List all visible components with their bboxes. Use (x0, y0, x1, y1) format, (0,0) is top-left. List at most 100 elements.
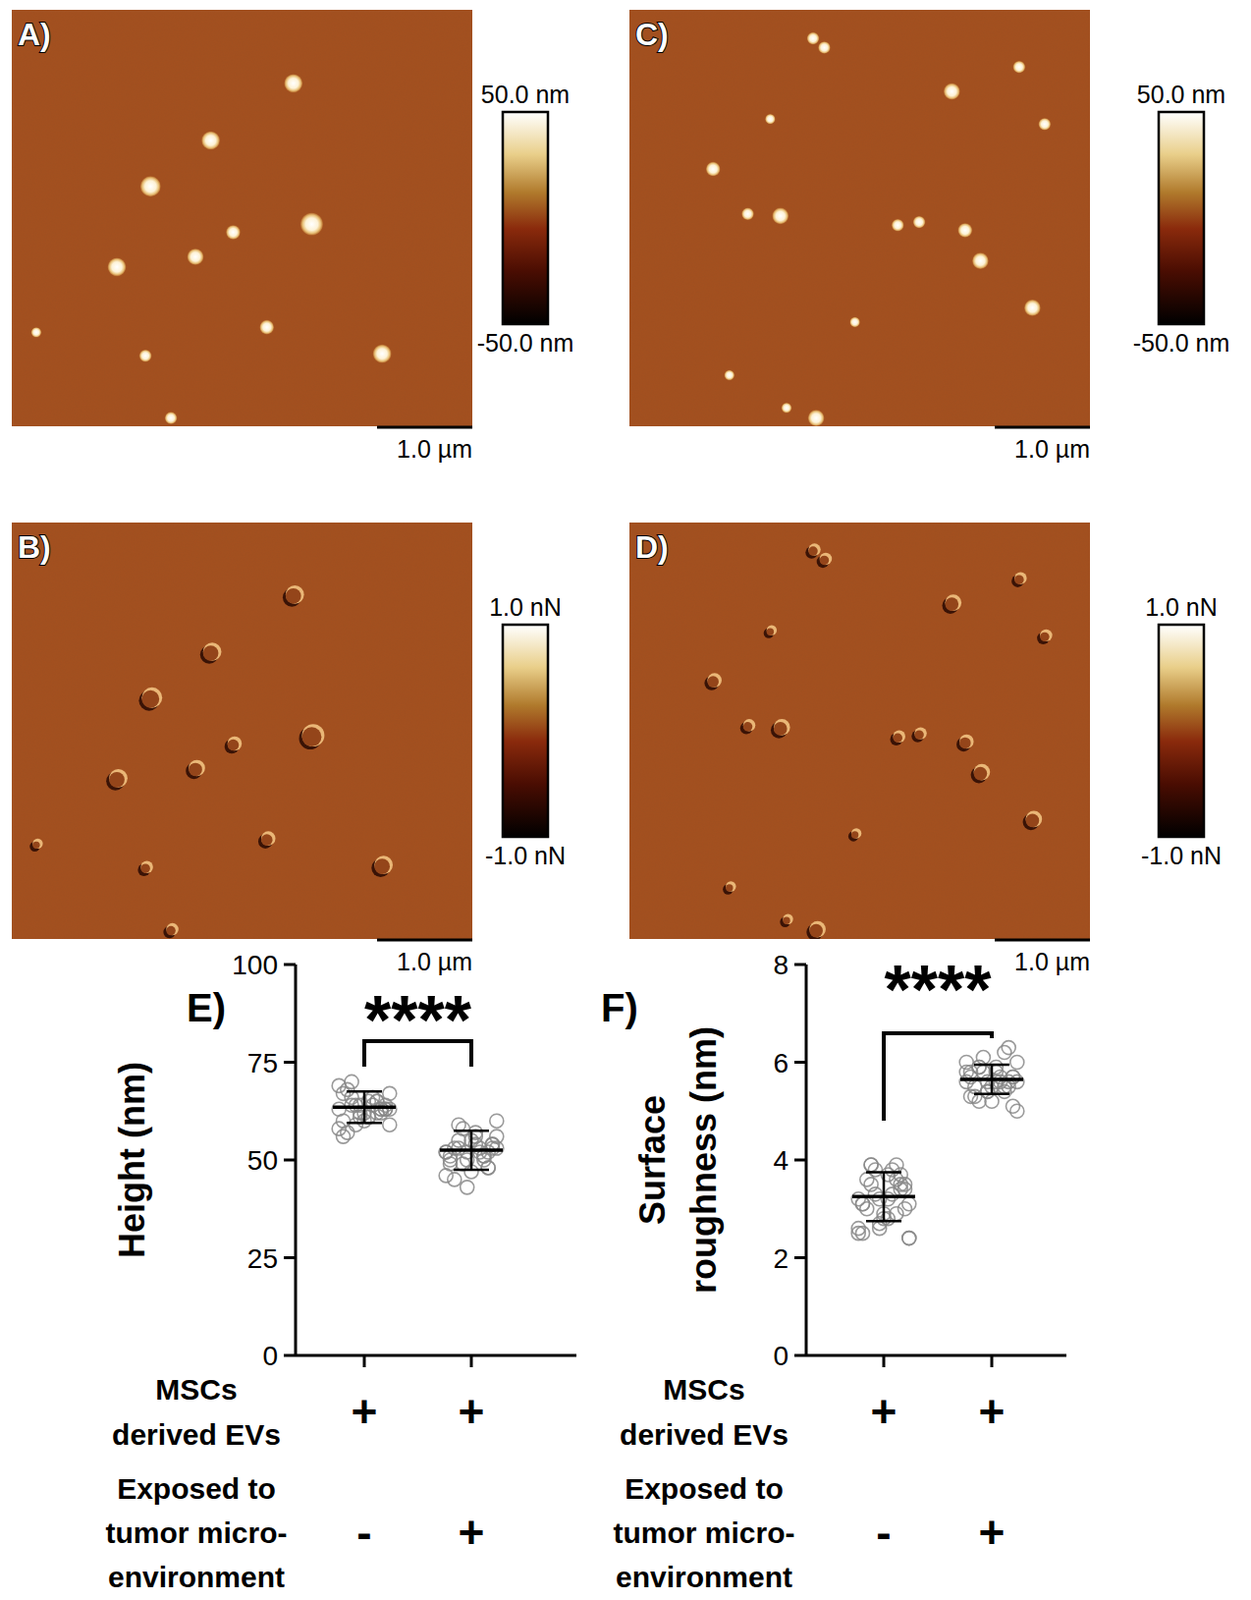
particle-light (893, 729, 906, 742)
sd-bar (363, 1090, 367, 1123)
y-tick (794, 1354, 807, 1358)
particle-light (959, 734, 975, 750)
colorbar-min: -1.0 nN (1141, 841, 1222, 870)
data-point (438, 1168, 453, 1183)
category-sign: + (458, 1385, 486, 1437)
colorbar (1158, 111, 1204, 325)
particle-light (766, 624, 777, 635)
particle (771, 208, 789, 225)
category-sign: + (979, 1506, 1006, 1558)
x-tick (470, 1355, 474, 1367)
image-ground (629, 9, 1090, 427)
particle (849, 317, 860, 327)
particle (781, 402, 792, 413)
data-point (473, 1144, 488, 1159)
particle-light (374, 855, 393, 874)
particle-shadow (106, 771, 125, 791)
particle (203, 645, 219, 661)
y-tick (283, 1354, 296, 1358)
x-tick (990, 1355, 994, 1367)
particle (706, 162, 721, 177)
sd-cap (866, 1219, 902, 1223)
afm-image (11, 522, 473, 939)
particle (707, 675, 719, 688)
data-point (1001, 1079, 1016, 1093)
particle (283, 73, 303, 93)
y-axis-title: roughness (nm) (683, 1026, 724, 1294)
significance-bracket (883, 1033, 992, 1121)
particle (164, 411, 177, 424)
particle (782, 917, 790, 925)
sd-cap (346, 1121, 382, 1125)
scale-bar-label: 1.0 µm (1014, 947, 1090, 976)
data-point (374, 1101, 388, 1116)
row-label: Exposed to (624, 1471, 784, 1505)
sd-bar (990, 1064, 994, 1094)
data-point (438, 1144, 453, 1159)
colorbar (502, 624, 548, 837)
particle-light (945, 594, 963, 611)
data-point (344, 1074, 359, 1088)
afm-image (629, 522, 1090, 939)
particle-light (782, 914, 793, 925)
y-tick (283, 1060, 296, 1064)
sd-cap (453, 1129, 490, 1133)
y-tick (794, 1060, 807, 1064)
particle-light (773, 718, 791, 736)
data-point (447, 1172, 462, 1187)
particle (1039, 632, 1049, 642)
row-label: derived EVs (619, 1417, 789, 1451)
particle-shadow (137, 863, 150, 875)
afm-image (11, 9, 473, 427)
data-point (331, 1121, 346, 1136)
data-point (1010, 1103, 1025, 1118)
scale-bar-label: 1.0 µm (396, 435, 473, 463)
particle (261, 833, 273, 846)
image-ground (11, 9, 473, 427)
particle (725, 883, 733, 891)
y-axis-title: Surface (632, 1094, 673, 1225)
particle-shadow (1011, 574, 1024, 587)
particle-shadow (200, 645, 219, 664)
y-tick (283, 963, 296, 967)
sd-bar (470, 1130, 474, 1170)
y-axis-title: Height (nm) (111, 1061, 153, 1258)
particle-light (743, 718, 756, 731)
colorbar-max: 50.0 nm (1137, 80, 1226, 109)
x-tick (363, 1355, 367, 1367)
panel-label: C) (635, 16, 669, 53)
data-point (481, 1160, 495, 1175)
particle (139, 349, 152, 362)
x-tick (882, 1355, 886, 1367)
particle (945, 597, 960, 611)
colorbar-min: -1.0 nN (485, 841, 566, 870)
sd-cap (453, 1168, 490, 1172)
particle (187, 248, 205, 266)
category-sign: + (351, 1385, 379, 1437)
colorbar-min: -50.0 nm (1133, 328, 1231, 357)
particle (188, 762, 203, 777)
data-point (489, 1141, 504, 1155)
y-tick-label: 100 (231, 949, 278, 980)
panel-label: E) (186, 985, 226, 1030)
particle-shadow (29, 841, 40, 852)
data-point (856, 1226, 871, 1241)
data-point (864, 1157, 878, 1172)
category-sign: - (875, 1506, 891, 1558)
particle-light (1014, 571, 1027, 584)
colorbar-max: 50.0 nm (481, 80, 570, 109)
colorbar (502, 111, 548, 325)
colorbar-max: 1.0 nN (489, 593, 562, 621)
data-point (438, 1144, 453, 1159)
particle (108, 257, 127, 276)
particle (141, 690, 160, 708)
particle-shadow (704, 675, 719, 691)
data-point (336, 1129, 351, 1143)
particle (1014, 574, 1024, 584)
particle (808, 409, 825, 427)
data-point (1001, 1040, 1016, 1055)
particle (225, 224, 241, 240)
category-sign: + (979, 1385, 1006, 1437)
particle (285, 588, 302, 604)
particle-shadow (971, 766, 988, 784)
